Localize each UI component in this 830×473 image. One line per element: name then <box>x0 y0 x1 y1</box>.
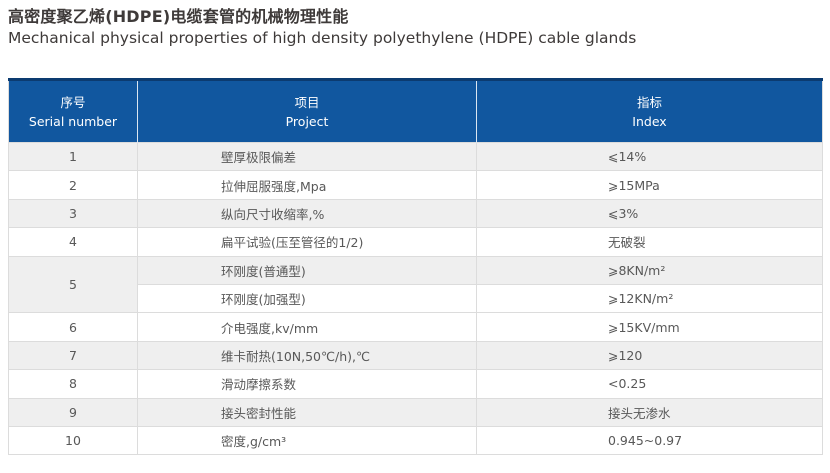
page-title-zh: 高密度聚乙烯(HDPE)电缆套管的机械物理性能 <box>8 7 349 26</box>
cell-index: 接头无渗水 <box>476 397 823 427</box>
cell-index: ⩾12KN/m² <box>476 283 823 314</box>
table-row: 3 纵向尺寸收缩率,% ⩽3% <box>8 198 823 229</box>
cell-project: 环刚度(普通型) <box>137 255 477 285</box>
table-row: 1 壁厚极限偏差 ⩽14% <box>8 141 823 172</box>
cell-index: ⩽3% <box>476 198 823 229</box>
cell-project: 扁平试验(压至管径的1/2) <box>137 227 477 257</box>
cell-project: 密度,g/cm³ <box>137 425 477 456</box>
table-row: 4 扁平试验(压至管径的1/2) 无破裂 <box>8 227 823 257</box>
cell-serial: 2 <box>8 170 138 200</box>
table-row: 7 维卡耐热(10N,50℃/h),℃ ⩾120 <box>8 340 823 371</box>
table-row: 环刚度(加强型) ⩾12KN/m² <box>9 283 823 314</box>
cell-serial: 7 <box>8 340 138 371</box>
cell-project: 壁厚极限偏差 <box>137 141 477 172</box>
cell-project: 维卡耐热(10N,50℃/h),℃ <box>137 340 477 371</box>
cell-serial: 9 <box>8 397 138 427</box>
header-serial-en: Serial number <box>28 113 118 129</box>
table-row: 9 接头密封性能 接头无渗水 <box>8 397 823 427</box>
cell-index: ⩽14% <box>476 141 823 172</box>
cell-serial: 3 <box>8 198 138 229</box>
cell-serial: 8 <box>8 369 138 399</box>
table-row: 10 密度,g/cm³ 0.945~0.97 <box>8 425 823 456</box>
table-header-row: 序号 Serial number 项目 Project 指标 Index <box>8 79 823 143</box>
cell-index: ⩾120 <box>476 340 823 371</box>
table-row: 5 环刚度(普通型) ⩾8KN/m² <box>8 255 823 314</box>
table-row: 2 拉伸屈服强度,Mpa ⩾15MPa <box>8 170 823 200</box>
header-index: 指标 Index <box>476 79 823 143</box>
cell-serial: 5 <box>8 255 138 314</box>
cell-serial: 1 <box>8 141 138 172</box>
cell-project: 环刚度(加强型) <box>137 283 477 314</box>
header-project-en: Project <box>285 113 329 129</box>
page-header: 高密度聚乙烯(HDPE)电缆套管的机械物理性能 Mechanical physi… <box>0 0 830 49</box>
cell-index: 0.945~0.97 <box>476 425 823 456</box>
cell-project: 滑动摩擦系数 <box>137 369 477 399</box>
properties-table: 序号 Serial number 项目 Project 指标 Index 1 壁… <box>8 78 823 456</box>
page-title-en: Mechanical physical properties of high d… <box>8 29 637 47</box>
cell-index: <0.25 <box>476 369 823 399</box>
header-project: 项目 Project <box>137 79 477 143</box>
cell-project: 纵向尺寸收缩率,% <box>137 198 477 229</box>
header-serial-zh: 序号 <box>60 94 86 110</box>
cell-project: 接头密封性能 <box>137 397 477 427</box>
cell-serial: 6 <box>8 312 138 342</box>
header-project-zh: 项目 <box>294 94 320 110</box>
table-row: 6 介电强度,kv/mm ⩾15KV/mm <box>8 312 823 342</box>
cell-index: 无破裂 <box>476 227 823 257</box>
cell-index: ⩾15MPa <box>476 170 823 200</box>
cell-project: 拉伸屈服强度,Mpa <box>137 170 477 200</box>
header-serial-number: 序号 Serial number <box>8 79 138 143</box>
table-row: 8 滑动摩擦系数 <0.25 <box>8 369 823 399</box>
cell-serial: 10 <box>8 425 138 456</box>
cell-serial: 4 <box>8 227 138 257</box>
header-index-zh: 指标 <box>636 94 662 110</box>
cell-index: ⩾8KN/m² <box>476 255 823 285</box>
cell-project: 介电强度,kv/mm <box>137 312 477 342</box>
header-index-en: Index <box>632 113 667 129</box>
cell-index: ⩾15KV/mm <box>476 312 823 342</box>
